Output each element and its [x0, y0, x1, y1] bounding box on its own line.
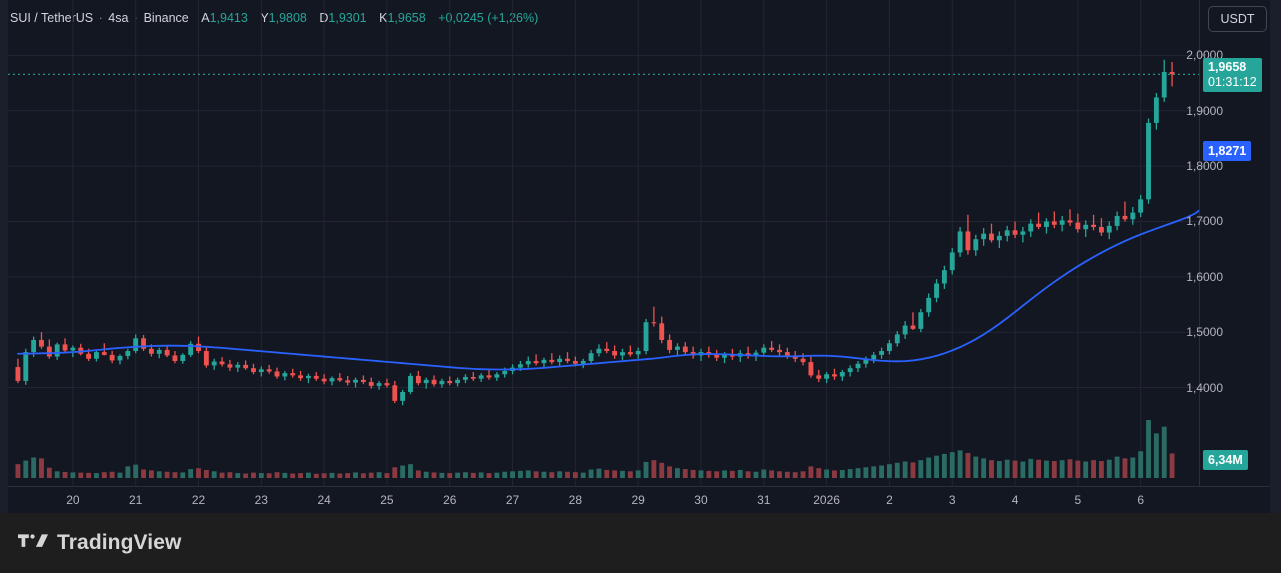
price-tick-dash [1201, 54, 1206, 56]
price-tick-label: 1,9000 [1186, 103, 1223, 118]
grid-lines [8, 0, 1200, 486]
time-tick-label: 21 [129, 493, 143, 507]
time-tick-label: 31 [757, 493, 771, 507]
time-axis[interactable]: 20 21 22 23 24 25 26 27 28 29 30 31 2026 2 3 4 5 6 [8, 487, 1270, 513]
legend-interval[interactable]: 4sa [108, 11, 129, 25]
legend-symbol[interactable]: SUI / TetherUS [10, 11, 94, 25]
frame-right-edge [1270, 0, 1281, 513]
tradingview-wordmark: TradingView [57, 531, 182, 554]
time-tick-label: 20 [66, 493, 80, 507]
price-axis-divider [1199, 0, 1200, 486]
time-tick-label: 6 [1137, 493, 1144, 507]
time-tick-label: 30 [694, 493, 708, 507]
legend-low-value: 1,9301 [328, 11, 367, 25]
legend-exchange[interactable]: Binance [143, 11, 189, 25]
legend-close-value: 1,9658 [387, 11, 426, 25]
chart-legend[interactable]: SUI / TetherUS · 4sa · Binance A1,9413 Y… [10, 9, 538, 27]
price-tick-label: 1,6000 [1186, 269, 1223, 284]
moving-average-price-badge[interactable]: 1,8271 [1203, 141, 1252, 162]
time-tick-label: 24 [317, 493, 331, 507]
legend-open-value: 1,9413 [209, 11, 248, 25]
bar-countdown: 01:31:12 [1208, 75, 1257, 90]
price-tick-label: 1,8000 [1186, 159, 1223, 174]
tradingview-logo[interactable]: TradingView [18, 531, 181, 555]
moving-average-line [17, 208, 1200, 371]
time-tick-label: 2 [886, 493, 893, 507]
time-tick-label: 25 [380, 493, 394, 507]
time-tick-label: 29 [631, 493, 645, 507]
time-tick-label: 5 [1074, 493, 1082, 507]
legend-high-key: Y [260, 11, 269, 25]
price-tick-label: 1,5000 [1186, 325, 1223, 340]
price-tick-dash [1201, 276, 1206, 278]
time-tick-label: 27 [505, 493, 520, 507]
time-axis-divider [8, 486, 1270, 487]
legend-high-value: 1,9808 [268, 11, 307, 25]
tradingview-mark-icon [18, 533, 48, 547]
time-tick-label: 22 [191, 493, 206, 507]
footer-bar [0, 513, 1281, 573]
legend-close-key: K [379, 11, 388, 25]
price-tick-dash [1201, 331, 1206, 333]
price-tick-dash [1201, 220, 1206, 222]
time-tick-label: 2026 [813, 493, 840, 507]
time-tick-label: 23 [254, 493, 268, 507]
price-tick-dash [1201, 165, 1206, 167]
legend-open-key: A [201, 11, 210, 25]
price-tick-label: 1,7000 [1186, 214, 1223, 229]
volume-value-badge[interactable]: 6,34M [1203, 450, 1248, 470]
time-tick-label: 26 [443, 493, 457, 507]
price-tick-dash [1201, 110, 1206, 112]
last-price-badge[interactable]: 1,9658 01:31:12 [1203, 58, 1262, 93]
last-price-value: 1,9658 [1208, 60, 1247, 75]
legend-change: +0,0245 (+1,26%) [438, 11, 539, 25]
time-tick-label: 28 [568, 493, 583, 507]
time-tick-label: 4 [1011, 493, 1019, 507]
price-axis[interactable]: 2,0000 1,9000 1,8000 1,7000 1,6000 1,5000 1,40… [1186, 0, 1270, 486]
price-tick-label: 1,4000 [1186, 380, 1223, 395]
price-chart-canvas[interactable] [8, 0, 1200, 486]
frame-left-edge [0, 0, 8, 513]
volume-bars [15, 420, 1175, 478]
time-tick-label: 3 [948, 493, 956, 507]
candlestick-series [15, 59, 1175, 406]
price-tick-dash [1201, 387, 1206, 389]
legend-sep-1: · [98, 11, 103, 25]
currency-unit-badge[interactable]: USDT [1208, 6, 1267, 32]
